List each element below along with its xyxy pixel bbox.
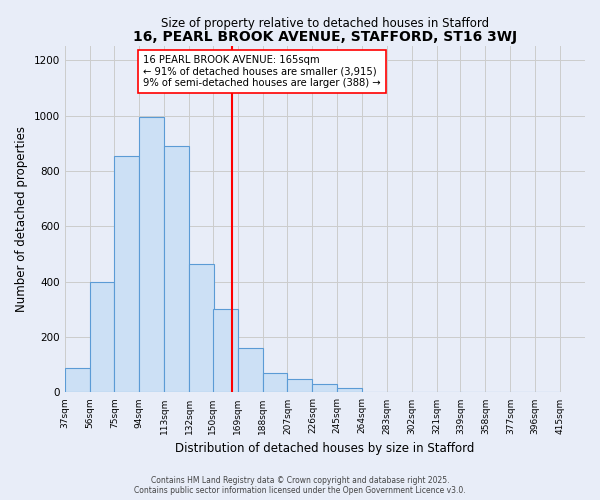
Bar — [287, 378, 313, 392]
Bar — [65, 368, 89, 392]
Title: 16, PEARL BROOK AVENUE, STAFFORD, ST16 3WJ: 16, PEARL BROOK AVENUE, STAFFORD, ST16 3… — [133, 30, 517, 44]
Bar — [213, 310, 238, 392]
Text: Contains HM Land Registry data © Crown copyright and database right 2025.
Contai: Contains HM Land Registry data © Crown c… — [134, 476, 466, 495]
X-axis label: Distribution of detached houses by size in Stafford: Distribution of detached houses by size … — [175, 442, 475, 455]
Bar — [313, 384, 337, 392]
Bar — [263, 373, 287, 392]
Bar — [89, 282, 115, 393]
Text: Size of property relative to detached houses in Stafford: Size of property relative to detached ho… — [161, 17, 489, 30]
Bar — [337, 388, 362, 392]
Bar — [139, 117, 164, 392]
Text: 16 PEARL BROOK AVENUE: 165sqm
← 91% of detached houses are smaller (3,915)
9% of: 16 PEARL BROOK AVENUE: 165sqm ← 91% of d… — [143, 55, 381, 88]
Bar — [189, 264, 214, 392]
Bar — [164, 146, 189, 392]
Bar — [115, 156, 139, 392]
Bar — [238, 348, 263, 393]
Y-axis label: Number of detached properties: Number of detached properties — [15, 126, 28, 312]
